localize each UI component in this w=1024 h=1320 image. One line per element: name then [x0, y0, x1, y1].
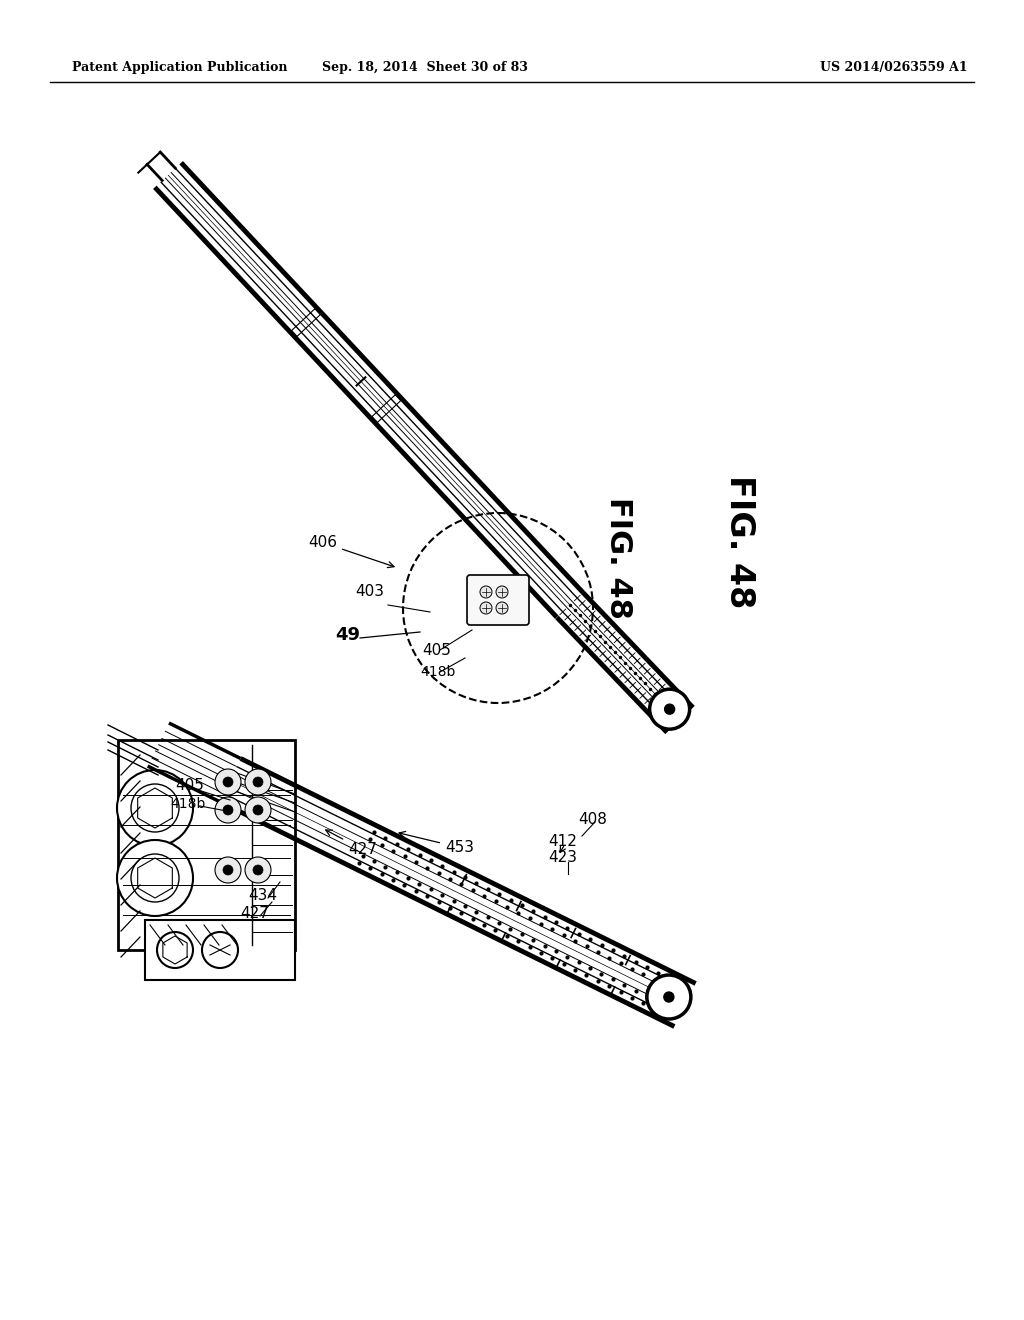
Circle shape [253, 865, 263, 875]
Circle shape [649, 689, 689, 729]
Circle shape [215, 857, 241, 883]
Circle shape [223, 865, 233, 875]
Circle shape [480, 602, 492, 614]
Circle shape [245, 770, 271, 795]
Circle shape [665, 704, 675, 714]
Text: Patent Application Publication: Patent Application Publication [72, 62, 288, 74]
Circle shape [245, 857, 271, 883]
Text: US 2014/0263559 A1: US 2014/0263559 A1 [820, 62, 968, 74]
Circle shape [117, 840, 193, 916]
Polygon shape [155, 162, 583, 618]
Circle shape [496, 602, 508, 614]
FancyBboxPatch shape [467, 576, 529, 624]
Bar [113, 735, 300, 954]
Text: 405: 405 [422, 643, 451, 657]
Bar [145, 920, 295, 979]
Circle shape [223, 777, 233, 787]
Text: 49: 49 [335, 626, 360, 644]
Text: 418b: 418b [420, 665, 456, 678]
Text: Sep. 18, 2014  Sheet 30 of 83: Sep. 18, 2014 Sheet 30 of 83 [323, 62, 528, 74]
Circle shape [215, 770, 241, 795]
Circle shape [253, 777, 263, 787]
Circle shape [253, 805, 263, 814]
Text: 427: 427 [326, 830, 377, 857]
Circle shape [647, 975, 691, 1019]
Text: 403: 403 [355, 583, 384, 599]
Polygon shape [219, 759, 695, 1027]
Text: FIG. 48: FIG. 48 [603, 498, 633, 619]
Circle shape [223, 805, 233, 814]
Text: 408: 408 [578, 812, 607, 828]
Text: 418b: 418b [170, 797, 206, 810]
Circle shape [117, 770, 193, 846]
Text: FIG. 48: FIG. 48 [724, 475, 757, 609]
Text: 453: 453 [399, 832, 474, 855]
Text: 427: 427 [240, 906, 269, 921]
Text: 412: 412 [548, 834, 577, 849]
Circle shape [215, 797, 241, 822]
Circle shape [496, 586, 508, 598]
Circle shape [480, 586, 492, 598]
Text: 405: 405 [175, 777, 204, 793]
Text: 423: 423 [548, 850, 577, 865]
Circle shape [664, 993, 674, 1002]
Polygon shape [557, 593, 693, 733]
Text: 406: 406 [308, 535, 394, 568]
Text: FIG. 49: FIG. 49 [140, 880, 262, 909]
Circle shape [245, 797, 271, 822]
Bar [118, 741, 295, 950]
Circle shape [202, 932, 238, 968]
Circle shape [157, 932, 193, 968]
Text: 434: 434 [248, 888, 278, 903]
